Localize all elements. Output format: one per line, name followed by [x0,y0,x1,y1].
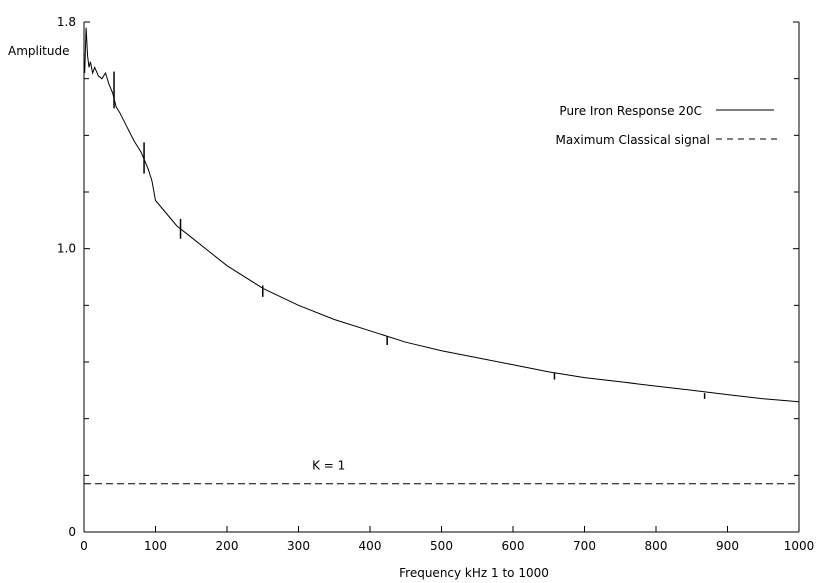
x-tick-label: 200 [216,539,239,553]
x-axis-title: Frequency kHz 1 to 1000 [399,566,549,580]
x-tick-label: 700 [573,539,596,553]
y-tick-label: 1.0 [57,242,76,256]
x-tick-label: 0 [80,539,88,553]
x-tick-label: 900 [716,539,739,553]
legend-label-classical: Maximum Classical signal [556,133,710,147]
legend: Pure Iron Response 20C Maximum Classical… [556,104,778,147]
ticks [83,21,800,533]
legend-label-pure-iron: Pure Iron Response 20C [559,104,702,118]
y-tick-label: 1.8 [57,15,76,29]
annotation-k1: K = 1 [312,459,345,473]
x-tick-label: 400 [359,539,382,553]
error-bars [113,71,706,399]
x-tick-label: 100 [144,539,167,553]
x-tick-label: 500 [430,539,453,553]
x-tick-label: 800 [645,539,668,553]
series-line-pure-iron [84,27,800,403]
x-tick-label: 1000 [784,539,815,553]
y-tick-label: 0 [68,525,76,539]
y-axis-title: Amplitude [8,44,70,58]
tick-labels: 0 100 200 300 400 500 600 700 800 900 1000 0 1.0 1.8 [57,15,814,553]
series-layer [84,27,800,485]
axes [83,22,800,533]
x-tick-label: 300 [287,539,310,553]
x-tick-label: 600 [502,539,525,553]
